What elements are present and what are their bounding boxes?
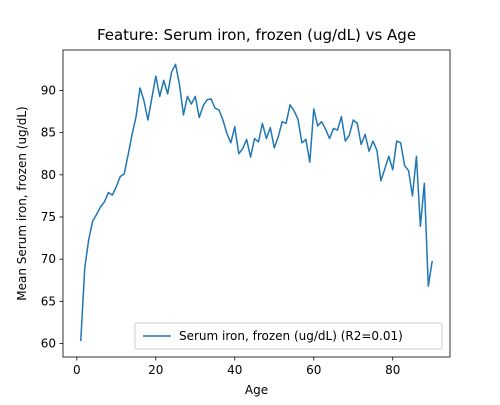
x-tick-label: 80 — [385, 363, 400, 377]
y-tick-label: 90 — [41, 83, 56, 97]
y-axis: 60 65 70 75 80 85 90 — [41, 83, 63, 351]
series-layer — [80, 63, 433, 342]
y-tick-label: 75 — [41, 210, 56, 224]
x-tick-label: 40 — [227, 363, 242, 377]
legend: Serum iron, frozen (ug/dL) (R2=0.01) — [134, 322, 443, 350]
x-tick-label: 0 — [73, 363, 81, 377]
y-tick-label: 85 — [41, 126, 56, 140]
plot-area — [63, 50, 450, 357]
y-axis-label: Mean Serum iron, frozen (ug/dL) — [15, 106, 29, 300]
series-line-0 — [80, 63, 433, 342]
y-tick-label: 70 — [41, 252, 56, 266]
y-tick-label: 80 — [41, 168, 56, 182]
x-axis: 0 20 40 60 80 — [73, 357, 400, 377]
legend-box — [134, 322, 443, 350]
y-tick-label: 65 — [41, 294, 56, 308]
x-axis-label: Age — [245, 383, 268, 397]
legend-entry-label: Serum iron, frozen (ug/dL) (R2=0.01) — [179, 329, 403, 343]
y-tick-label: 60 — [41, 337, 56, 351]
x-tick-label: 20 — [148, 363, 163, 377]
chart-title: Feature: Serum iron, frozen (ug/dL) vs A… — [97, 26, 416, 44]
plot-frame — [62, 49, 451, 358]
x-tick-label: 60 — [306, 363, 321, 377]
